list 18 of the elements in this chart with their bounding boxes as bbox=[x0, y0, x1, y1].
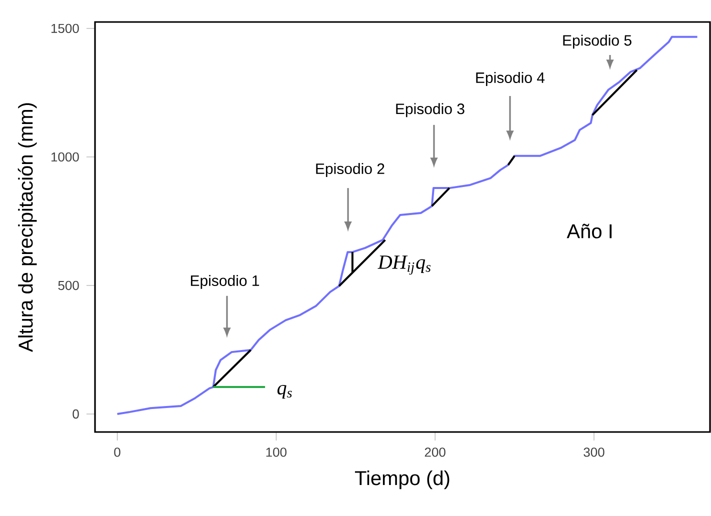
y-tick-label: 500 bbox=[58, 280, 79, 290]
y-tick-label: 1000 bbox=[51, 152, 79, 162]
y-axis-title: Altura de precipitación (mm) bbox=[18, 103, 37, 352]
x-tick-label: 0 bbox=[114, 448, 120, 457]
y-tick-label: 0 bbox=[72, 409, 79, 419]
y-tick-label: 1500 bbox=[51, 24, 79, 34]
annotation: Episodio 2 bbox=[316, 163, 384, 177]
x-tick-label: 100 bbox=[266, 448, 286, 457]
annotation: q$_{s}$ bbox=[277, 384, 292, 399]
x-tick-label: 200 bbox=[424, 448, 446, 457]
annotation: Año I bbox=[566, 224, 612, 238]
annotation: Episodio 5 bbox=[563, 34, 632, 49]
annotation: Episodio 4 bbox=[476, 72, 545, 86]
annotation: Episodio 1 bbox=[190, 274, 260, 289]
annotation: DH$_{ij}$q$_{s}$ bbox=[378, 256, 431, 275]
x-axis-title: Tiempo (d) bbox=[354, 470, 450, 490]
annotation: Episodio 3 bbox=[396, 103, 464, 118]
x-tick-label: 300 bbox=[584, 448, 604, 457]
